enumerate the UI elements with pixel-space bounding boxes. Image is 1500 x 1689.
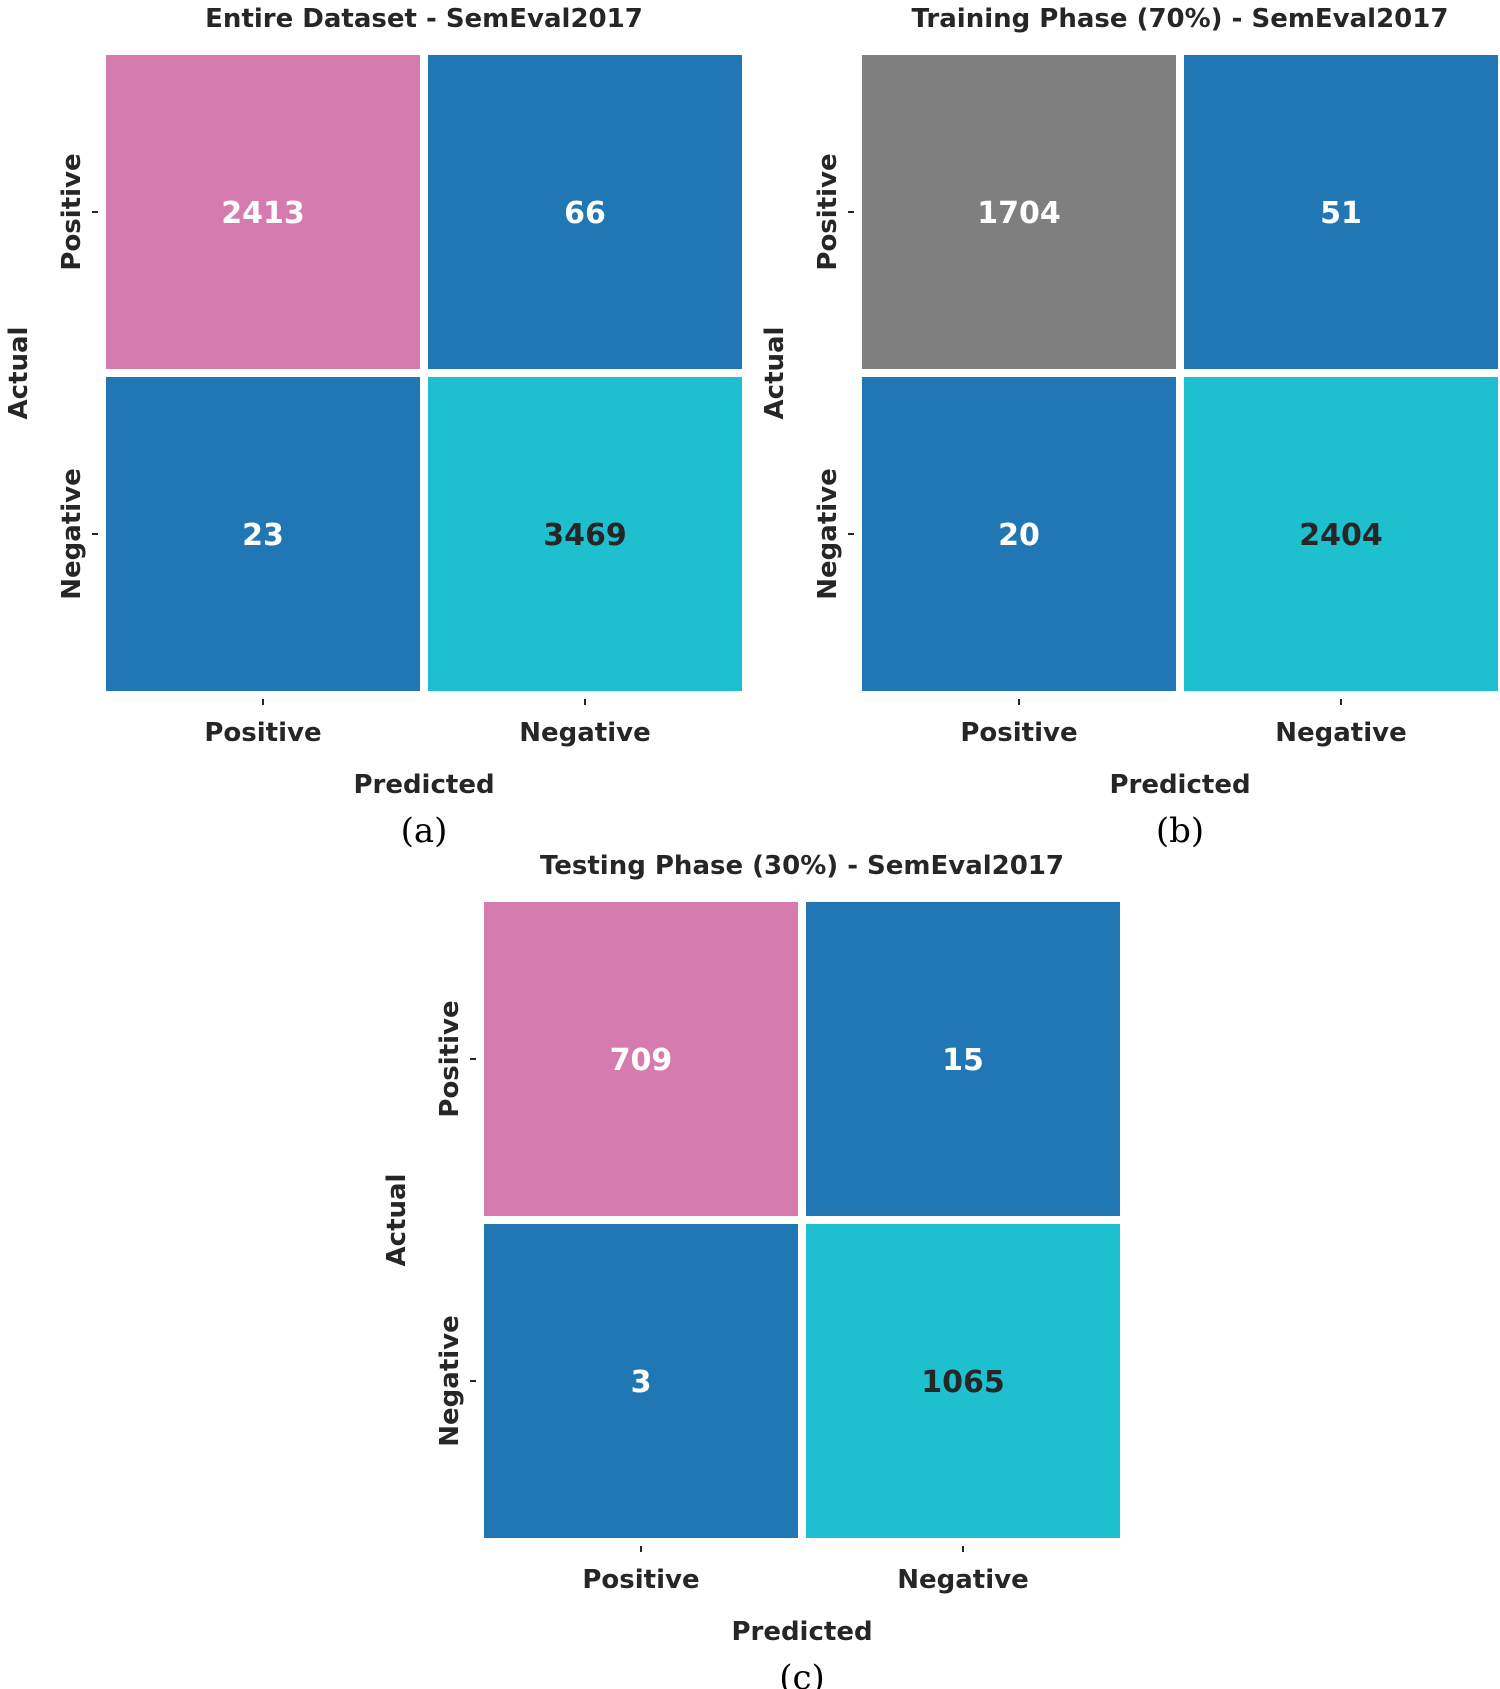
x-tick-label: Positive: [960, 718, 1077, 748]
panel-b: Training Phase (70%) - SemEval2017 1704 51…: [760, 4, 1500, 851]
y-tick-label: Negative: [57, 468, 87, 599]
cell-value-label: 1065: [921, 1365, 1005, 1400]
y-tick-label: Positive: [435, 1000, 465, 1117]
y-tick-label: Positive: [813, 153, 843, 270]
y-tick-label: Negative: [813, 468, 843, 599]
cell-value-label: 2404: [1299, 518, 1383, 553]
panel-a: Entire Dataset - SemEval2017 2413 66 23 3469…: [4, 4, 750, 851]
heatmap-cell-negative-positive: [476, 1216, 806, 1546]
cell-value-label: 2413: [221, 196, 305, 231]
y-axis-label: Actual: [760, 327, 790, 420]
chart-title: Testing Phase (30%) - SemEval2017: [540, 851, 1064, 881]
subfigure-caption: (c): [779, 1658, 825, 1689]
heatmap-cell-negative-negative: [798, 1216, 1128, 1546]
subfigure-caption: (a): [401, 811, 448, 851]
cell-value-label: 15: [942, 1043, 984, 1078]
panel-c: Testing Phase (30%) - SemEval2017 709 15 3 1…: [382, 851, 1128, 1689]
heatmap-cell-positive-negative: [420, 47, 750, 377]
y-axis-label: Actual: [4, 327, 34, 420]
x-axis-label: Predicted: [1109, 770, 1250, 800]
chart-title: Entire Dataset - SemEval2017: [205, 4, 643, 34]
cell-value-label: 709: [610, 1043, 673, 1078]
subfigure-caption: (b): [1156, 811, 1204, 851]
x-tick-label: Negative: [1275, 718, 1406, 748]
heatmap-cell-negative-negative: [420, 369, 750, 699]
chart-title: Training Phase (70%) - SemEval2017: [912, 4, 1449, 34]
cell-value-label: 66: [564, 196, 606, 231]
x-axis-label: Predicted: [353, 770, 494, 800]
y-tick-label: Positive: [57, 153, 87, 270]
y-tick-label: Negative: [435, 1315, 465, 1446]
x-tick-label: Negative: [519, 718, 650, 748]
y-axis-label: Actual: [382, 1174, 412, 1267]
cell-value-label: 1704: [977, 196, 1061, 231]
x-tick-label: Negative: [897, 1565, 1028, 1595]
x-tick-label: Positive: [204, 718, 321, 748]
heatmap-cell-positive-positive: [476, 894, 806, 1224]
x-axis-label: Predicted: [731, 1617, 872, 1647]
heatmap-cell-negative-negative: [1176, 369, 1500, 699]
cell-value-label: 3469: [543, 518, 627, 553]
x-tick-label: Positive: [582, 1565, 699, 1595]
heatmap-cell-positive-positive: [98, 47, 428, 377]
cell-value-label: 20: [998, 518, 1040, 553]
cell-value-label: 23: [242, 518, 284, 553]
heatmap-cell-negative-positive: [854, 369, 1184, 699]
heatmap-cell-negative-positive: [98, 369, 428, 699]
cell-value-label: 3: [631, 1365, 652, 1400]
cell-value-label: 51: [1320, 196, 1362, 231]
